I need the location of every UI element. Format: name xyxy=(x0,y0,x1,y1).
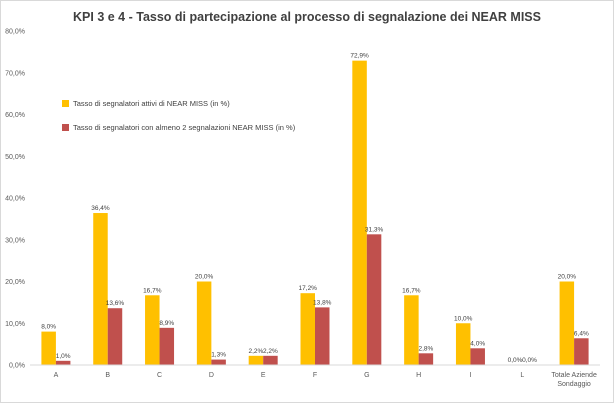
y-tick-label: 70,0% xyxy=(5,70,25,77)
x-tick-label: H xyxy=(416,372,421,379)
bar-series-2 xyxy=(574,338,589,365)
bar-series-1 xyxy=(455,323,471,365)
bar-series-1 xyxy=(248,355,264,365)
data-label-series-1: 16,7% xyxy=(143,287,162,294)
data-label-series-2: 4,0% xyxy=(470,340,485,347)
data-label-series-1: 36,4% xyxy=(91,205,110,212)
data-label-series-1: 10,0% xyxy=(454,315,473,322)
y-tick-label: 80,0% xyxy=(5,29,25,36)
data-label-series-1: 20,0% xyxy=(558,274,577,281)
x-axis: A B C D E F G H I L Totale Aziende Sondaggio xyxy=(30,364,600,388)
data-label-series-1: 2,2% xyxy=(249,348,264,355)
chart-title: KPI 3 e 4 - Tasso di partecipazione al p… xyxy=(73,10,541,24)
legend-swatch-series-1 xyxy=(62,99,69,107)
data-label-series-1: 17,2% xyxy=(299,285,318,292)
bar-series-2 xyxy=(263,355,278,365)
y-tick-label: 0,0% xyxy=(9,363,25,370)
x-tick-label: B xyxy=(105,372,110,379)
y-axis: 0,0% 10,0% 20,0% 30,0% 40,0% 50,0% 60,0% 70,0% 8… xyxy=(5,29,25,370)
bar-series-2 xyxy=(366,234,382,365)
bar-series-1 xyxy=(300,293,315,365)
bar-series-1 xyxy=(196,281,212,365)
data-label-series-2: 0,0% xyxy=(522,357,537,364)
x-tick-label: F xyxy=(313,372,317,379)
bar-series-1 xyxy=(559,281,575,365)
y-tick-label: 30,0% xyxy=(5,237,25,244)
x-tick-label: E xyxy=(261,372,266,379)
data-label-series-1: 0,0% xyxy=(508,357,523,364)
y-tick-label: 50,0% xyxy=(5,154,25,161)
bar-series-1 xyxy=(41,331,56,365)
data-label-series-1: 72,9% xyxy=(350,53,369,60)
data-label-series-2: 6,4% xyxy=(574,330,589,337)
data-label-series-2: 2,8% xyxy=(418,345,433,352)
data-label-series-2: 31,3% xyxy=(365,226,384,233)
data-label-series-2: 2,2% xyxy=(263,348,278,355)
data-label-series-2: 13,8% xyxy=(313,299,332,306)
x-tick-label: I xyxy=(469,372,471,379)
y-tick-label: 40,0% xyxy=(5,196,25,203)
legend-label-series-1: Tasso di segnalatori attivi di NEAR MISS… xyxy=(73,98,230,108)
legend: Tasso di segnalatori attivi di NEAR MISS… xyxy=(62,97,295,145)
y-tick-label: 60,0% xyxy=(5,112,25,119)
bar-series-1 xyxy=(404,295,419,365)
bar-series-1 xyxy=(352,60,367,366)
bar-series-1 xyxy=(93,213,108,365)
x-tick-label: G xyxy=(364,372,369,379)
y-tick-label: 20,0% xyxy=(5,279,25,286)
data-label-series-1: 20,0% xyxy=(195,274,214,281)
x-tick-label: Totale Aziende Sondaggio xyxy=(551,372,597,388)
data-label-series-2: 13,6% xyxy=(106,300,125,307)
y-tick-label: 10,0% xyxy=(5,321,25,328)
bar-series-2 xyxy=(211,359,226,365)
bar-series-2 xyxy=(159,327,175,365)
data-label-series-2: 1,3% xyxy=(211,352,226,359)
bar-series-2 xyxy=(107,308,123,365)
bar-series-1 xyxy=(145,295,160,365)
legend-item-series-1: Tasso di segnalatori attivi di NEAR MISS… xyxy=(62,97,295,109)
data-label-series-1: 8,0% xyxy=(41,324,56,331)
x-tick-label: C xyxy=(157,372,162,379)
legend-item-series-2: Tasso di segnalatori con almeno 2 segnal… xyxy=(62,121,295,133)
bar-series-2 xyxy=(55,360,71,365)
bar-series-2 xyxy=(418,353,434,365)
data-label-series-2: 1,0% xyxy=(56,353,71,360)
data-label-series-1: 16,7% xyxy=(402,287,421,294)
bar-series-2 xyxy=(315,307,330,365)
x-tick-label: L xyxy=(520,372,524,379)
bar-series-2 xyxy=(470,348,485,365)
legend-swatch-series-2 xyxy=(62,123,69,131)
bars: 8,0% 1,0% 36,4% 13,6% 16,7% 8,9% 20,0% 1,3% 2,2%… xyxy=(41,53,589,366)
x-tick-label: A xyxy=(54,372,59,379)
x-tick-label: D xyxy=(209,372,214,379)
legend-label-series-2: Tasso di segnalatori con almeno 2 segnal… xyxy=(73,122,296,132)
data-label-series-2: 8,9% xyxy=(159,320,174,327)
